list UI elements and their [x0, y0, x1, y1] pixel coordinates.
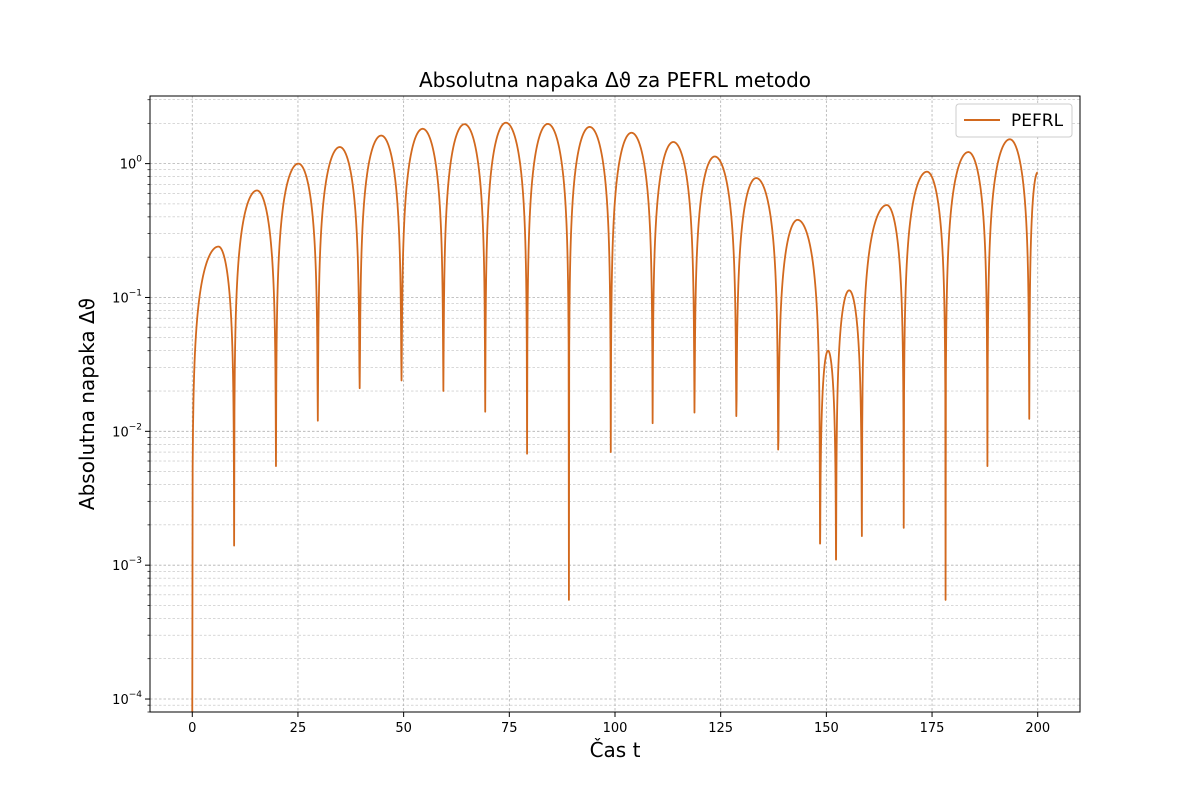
x-axis-label: Čas t: [590, 738, 641, 762]
x-tick-label: 0: [188, 721, 196, 736]
y-axis-label: Absolutna napaka Δϑ: [75, 298, 99, 510]
legend-label-pefrl: PEFRL: [1011, 111, 1064, 131]
legend-box: [955, 103, 1073, 138]
x-tick-label: 175: [920, 721, 945, 736]
x-tick-label: 100: [603, 721, 628, 736]
y-tick-label: 10−4: [112, 690, 142, 708]
x-tick-label: 75: [501, 721, 518, 736]
legend: PEFRL: [955, 103, 1073, 138]
y-tick-label: 10−3: [112, 556, 142, 574]
chart-title: Absolutna napaka Δϑ za PEFRL metodo: [419, 68, 811, 92]
y-tick-label: 10−2: [112, 422, 142, 440]
y-tick-label: 100: [120, 155, 143, 173]
series-layer: [191, 121, 1039, 713]
series-line-pefrl: [191, 121, 1039, 713]
grid: [150, 96, 1080, 713]
y-tick-label: 10−1: [112, 288, 142, 306]
x-tick-label: 150: [814, 721, 839, 736]
x-tick-label: 50: [395, 721, 412, 736]
x-tick-label: 200: [1025, 721, 1050, 736]
x-tick-label: 125: [708, 721, 733, 736]
x-tick-label: 25: [290, 721, 307, 736]
ticks: 0 25 50 75 100 125 150 175 200 10−4 10−3 10−2 10−1 10…: [112, 99, 1050, 736]
